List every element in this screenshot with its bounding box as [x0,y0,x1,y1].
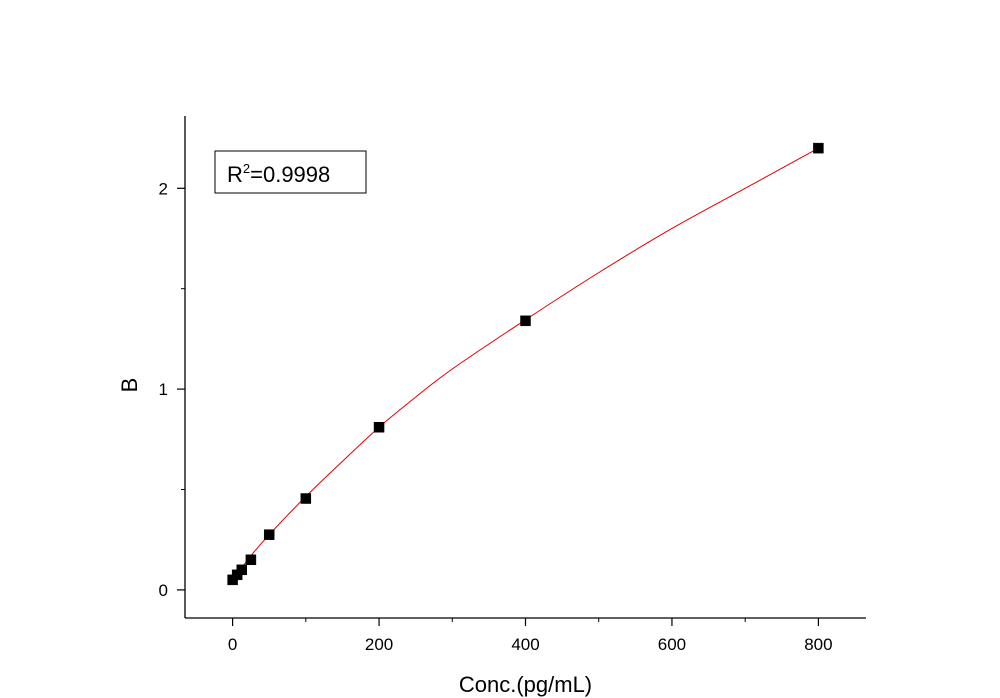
data-point [236,564,247,576]
x-tick-label: 400 [511,635,539,654]
data-point [373,421,385,433]
annotation-text: R2=0.9998 [227,161,330,187]
data-point [813,142,824,154]
y-tick-label: 1 [159,380,168,399]
annotation-base: R [227,162,243,187]
r-squared-annotation: R2=0.9998 [214,150,367,194]
data-point [520,315,531,327]
x-tick-label: 200 [365,635,393,654]
x-tick-label: 600 [658,635,686,654]
x-tick-label: 0 [228,635,237,654]
annotation-superscript: 2 [243,161,250,176]
x-tick-label: 800 [804,635,832,654]
data-point [263,529,275,540]
y-tick-label: 2 [159,179,168,198]
x-axis-title: Conc.(pg/mL) [459,672,592,697]
ticks: 0 200 400 600 800 0 1 2 [159,179,833,654]
data-point [300,493,312,504]
y-axis-title: B [117,378,142,393]
fit-curve-layer [232,147,819,582]
y-tick-label: 0 [159,581,168,600]
data-point [245,554,257,566]
data-points [227,142,824,586]
fit-curve [232,147,819,582]
annotation-value: =0.9998 [250,162,330,187]
annotation-box [214,150,367,194]
